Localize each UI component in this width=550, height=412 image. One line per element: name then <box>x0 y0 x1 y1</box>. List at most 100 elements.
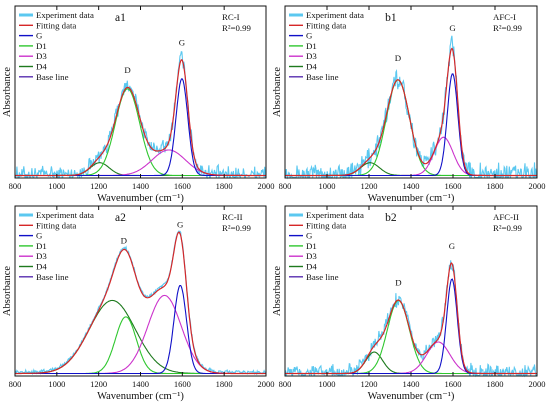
sample-name: AFC-I <box>493 12 516 22</box>
legend-entry: Fitting data <box>36 220 76 230</box>
r-squared: R²=0.99 <box>222 23 251 33</box>
peak-label-g: G <box>177 219 184 229</box>
x-tick-label: 1800 <box>487 379 504 389</box>
x-tick-label: 1800 <box>216 181 233 191</box>
x-tick-label: 1600 <box>174 181 191 191</box>
panel-label: b2 <box>385 212 397 224</box>
x-tick-label: 800 <box>9 181 22 191</box>
x-tick-label: 1000 <box>48 181 65 191</box>
sample-name: RC-II <box>222 212 243 222</box>
series-d3 <box>285 341 537 375</box>
x-tick-label: 800 <box>9 379 22 389</box>
x-tick-label: 1000 <box>319 181 336 191</box>
legend-entry: G <box>306 31 313 41</box>
r-squared: R²=0.99 <box>493 223 522 233</box>
peak-label-g: G <box>179 37 186 47</box>
legend-entry: D1 <box>36 41 47 51</box>
legend-entry: D3 <box>306 251 317 261</box>
legend-entry: Experiment data <box>36 10 94 20</box>
x-tick-label: 2000 <box>258 379 275 389</box>
x-tick-label: 1600 <box>445 181 462 191</box>
legend-entry: G <box>36 31 43 41</box>
x-tick-label: 1400 <box>403 181 420 191</box>
series-g <box>15 284 266 375</box>
panel-label: a1 <box>115 12 126 24</box>
legend-entry: G <box>306 231 313 241</box>
series-g <box>285 278 537 375</box>
legend-entry: G <box>36 231 43 241</box>
y-axis-title: Absorbance <box>272 67 283 117</box>
legend-entry: Base line <box>306 272 339 282</box>
legend-entry: D3 <box>306 51 317 61</box>
x-tick-label: 2000 <box>258 181 275 191</box>
x-tick-label: 1600 <box>174 379 191 389</box>
x-tick-label: 800 <box>279 181 292 191</box>
x-tick-label: 1400 <box>132 379 149 389</box>
x-tick-label: 800 <box>279 379 292 389</box>
y-axis-title: Absorbance <box>272 266 283 316</box>
sample-name: AFC-II <box>493 212 519 222</box>
x-tick-label: 1400 <box>132 181 149 191</box>
panel-a2: 800 1000 1200 1400 1600 1800 2000 Wavenumber (c… <box>2 205 275 402</box>
x-tick-label: 1200 <box>361 379 378 389</box>
sample-name: RC-I <box>222 12 240 22</box>
r-squared: R²=0.99 <box>222 223 251 233</box>
peak-label-d: D <box>395 53 401 63</box>
legend-entry: D3 <box>36 251 47 261</box>
x-tick-label: 1400 <box>403 379 420 389</box>
legend-entry: Experiment data <box>306 10 364 20</box>
panel-a1: 800 1000 1200 1400 1600 1800 2000 Wavenumber (c… <box>2 5 275 204</box>
x-tick-label: 1200 <box>361 181 378 191</box>
legend-entry: D4 <box>36 262 47 272</box>
panel-label: a2 <box>115 212 126 224</box>
x-tick-label: 1000 <box>319 379 336 389</box>
legend-entry: D4 <box>36 62 47 72</box>
x-axis-title: Wavenumber (cm⁻¹) <box>97 193 184 204</box>
series-fitting-data <box>285 47 537 177</box>
legend-entry: Base line <box>36 72 69 82</box>
panel-b1: 800 1000 1200 1400 1600 1800 2000 Wavenumber (c… <box>272 5 546 204</box>
legend-entry: D1 <box>36 241 47 251</box>
x-tick-label: 2000 <box>529 181 546 191</box>
legend-entry: Base line <box>36 272 69 282</box>
x-tick-label: 1200 <box>90 181 107 191</box>
x-axis-title: Wavenumber (cm⁻¹) <box>368 193 455 204</box>
legend-entry: Base line <box>306 72 339 82</box>
x-axis-title: Wavenumber (cm⁻¹) <box>97 391 184 402</box>
x-tick-label: 2000 <box>529 379 546 389</box>
peak-label-g: G <box>449 23 456 33</box>
r-squared: R²=0.99 <box>493 23 522 33</box>
series-d4 <box>285 351 537 375</box>
peak-label-g: G <box>449 241 456 251</box>
legend-entry: D3 <box>36 51 47 61</box>
series-experiment-data <box>15 50 267 180</box>
legend-entry: Experiment data <box>306 210 364 220</box>
series-d1 <box>15 88 266 177</box>
y-axis-title: Absorbance <box>2 266 13 316</box>
panel-label: b1 <box>385 12 397 24</box>
x-tick-label: 1000 <box>48 379 65 389</box>
x-tick-label: 1600 <box>445 379 462 389</box>
peak-label-d: D <box>124 65 130 75</box>
legend-entry: D4 <box>306 262 317 272</box>
series-experiment-data <box>285 35 538 180</box>
legend-entry: Fitting data <box>306 220 346 230</box>
series-experiment-data <box>284 260 538 378</box>
panel-b2: 800 1000 1200 1400 1600 1800 2000 Wavenumber (c… <box>272 205 546 402</box>
legend-entry: D1 <box>306 41 317 51</box>
y-axis-title: Absorbance <box>2 67 13 117</box>
x-tick-label: 1800 <box>487 181 504 191</box>
legend-entry: D1 <box>306 241 317 251</box>
x-axis-title: Wavenumber (cm⁻¹) <box>368 391 455 402</box>
series-d4 <box>15 299 266 375</box>
series-d3 <box>15 294 266 375</box>
legend-entry: Experiment data <box>36 210 94 220</box>
x-tick-label: 1200 <box>90 379 107 389</box>
x-tick-label: 1800 <box>216 379 233 389</box>
peak-label-d: D <box>121 235 127 245</box>
legend-entry: Fitting data <box>36 20 76 30</box>
series-d1 <box>285 299 537 375</box>
legend-entry: Fitting data <box>306 20 346 30</box>
peak-label-d: D <box>395 278 401 288</box>
